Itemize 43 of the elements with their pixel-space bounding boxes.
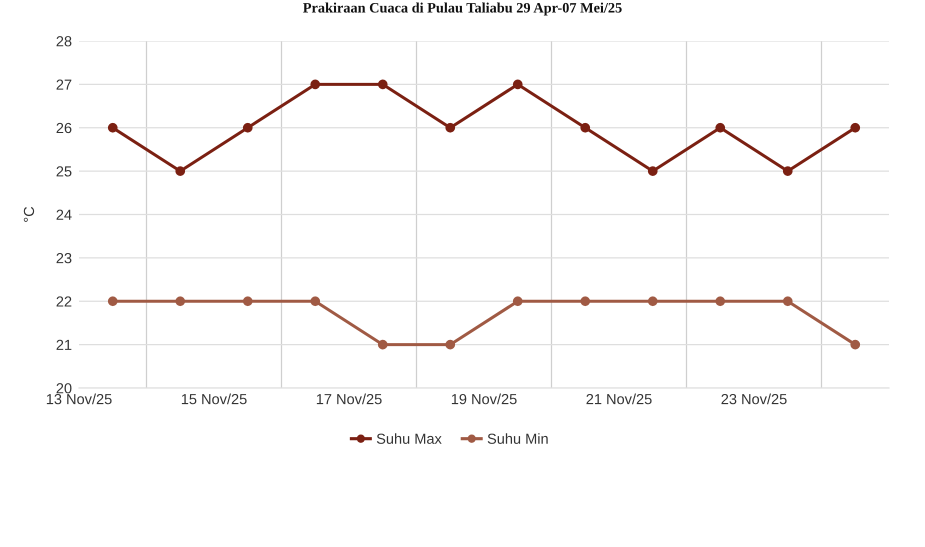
y-tick-label: 26 xyxy=(56,122,72,134)
x-tick-label: 23 Nov/25 xyxy=(721,394,787,404)
point xyxy=(715,296,726,306)
point xyxy=(782,296,793,306)
point xyxy=(512,80,523,90)
x-tick-label: 17 Nov/25 xyxy=(316,394,382,404)
chart-title: Prakiraan Cuaca di Pulau Taliabu 29 Apr-07 Mei/25 xyxy=(303,2,622,16)
point xyxy=(378,340,388,350)
point xyxy=(310,296,320,306)
x-tick-label: 21 Nov/25 xyxy=(586,394,652,404)
point xyxy=(580,122,590,133)
point xyxy=(242,122,253,133)
y-tick-label: 28 xyxy=(56,36,72,46)
point xyxy=(580,296,590,306)
y-tick-label: 27 xyxy=(56,79,72,90)
point xyxy=(108,122,118,133)
legend-label: Suhu Max xyxy=(376,433,442,444)
point xyxy=(175,296,186,306)
y-tick-label: 24 xyxy=(56,210,72,220)
point xyxy=(378,80,388,90)
point xyxy=(512,296,523,306)
legend-label: Suhu Min xyxy=(488,433,548,444)
point xyxy=(648,166,658,176)
y-tick-label: 22 xyxy=(56,296,72,307)
point xyxy=(242,296,253,306)
point xyxy=(715,122,726,133)
point xyxy=(108,296,118,306)
point xyxy=(445,340,456,350)
y-tick-label: 21 xyxy=(56,340,72,350)
x-tick-label: 13 Nov/25 xyxy=(46,394,112,404)
y-axis-title: °C xyxy=(24,206,34,222)
point xyxy=(648,296,658,306)
y-tick-label: 25 xyxy=(56,166,72,177)
x-tick-label: 15 Nov/25 xyxy=(182,394,247,404)
point xyxy=(175,166,186,176)
point xyxy=(782,166,793,176)
point xyxy=(850,340,860,350)
point xyxy=(310,80,320,90)
point xyxy=(445,122,456,133)
y-tick-label: 23 xyxy=(56,252,72,264)
point xyxy=(850,122,860,133)
x-tick-label: 19 Nov/25 xyxy=(452,394,517,404)
y-tick-label: 20 xyxy=(56,383,72,394)
